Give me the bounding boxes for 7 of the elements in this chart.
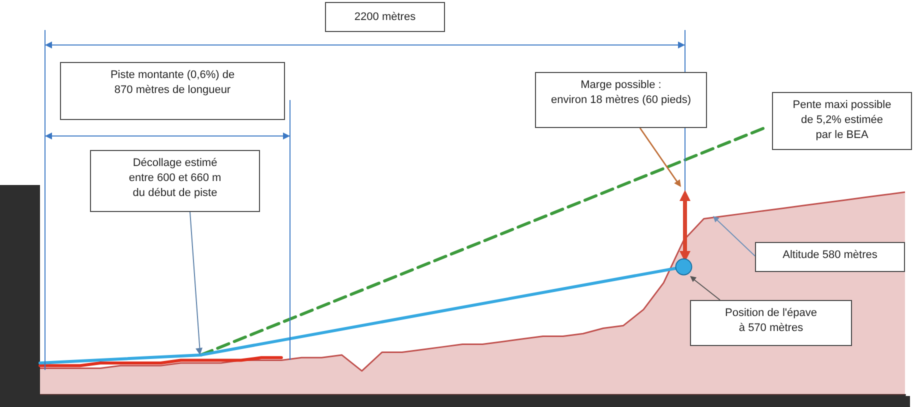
text-box: Marge possible : environ 18 mètres (60 pieds) [535, 72, 707, 128]
text-box: Décollage estimé entre 600 et 660 m du début de piste [90, 150, 260, 212]
text-box: Altitude 580 mètres [755, 242, 905, 272]
text-box: Piste montante (0,6%) de 870 mètres de longueur [60, 62, 285, 120]
text-box: 2200 mètres [325, 2, 445, 32]
text-box: Pente maxi possible de 5,2% estimée par le BEA [772, 92, 912, 150]
text-box: Position de l'épave à 570 mètres [690, 300, 852, 346]
